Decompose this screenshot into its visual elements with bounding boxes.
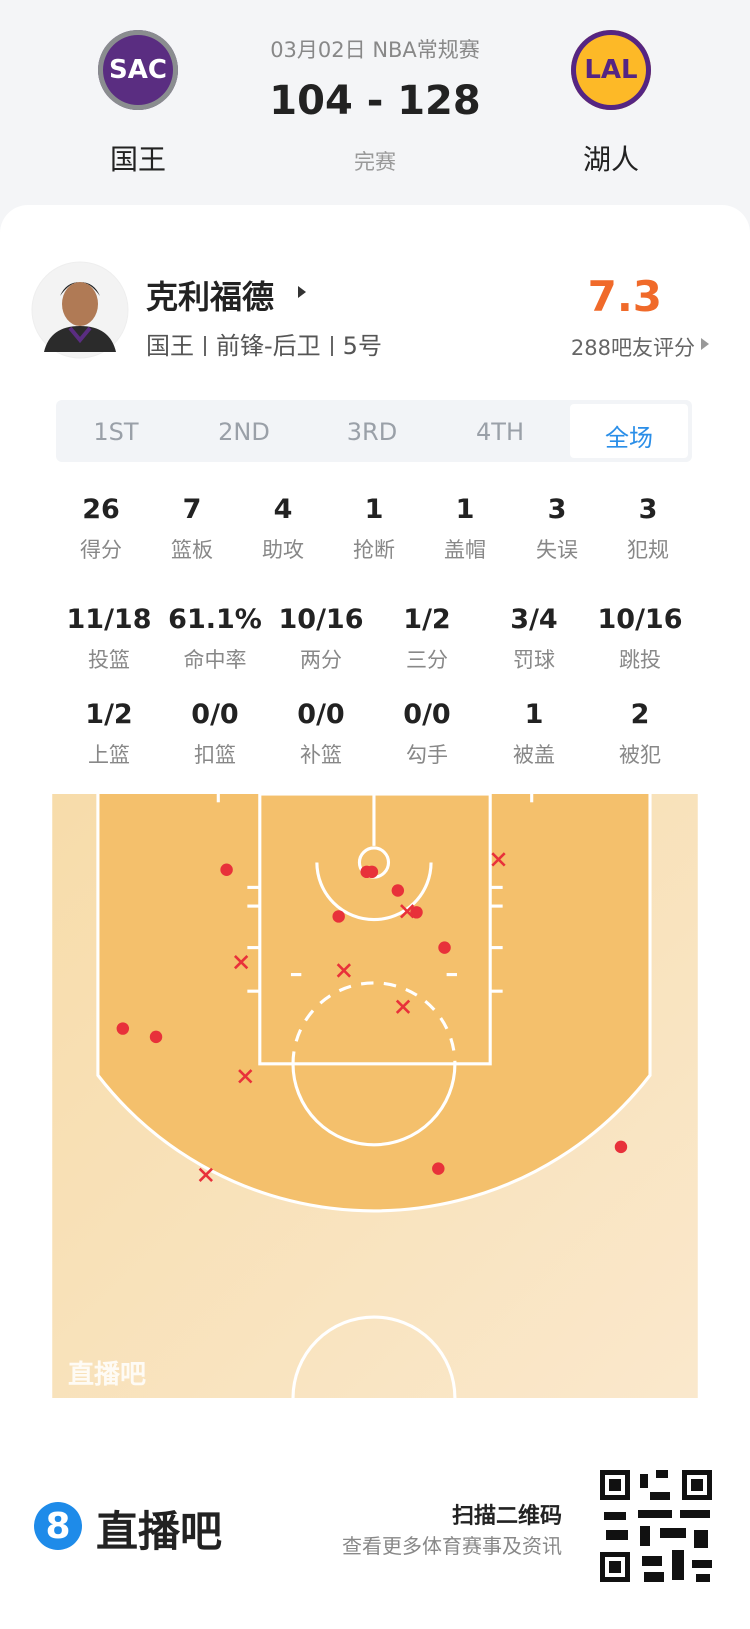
stat-label: 命中率	[183, 648, 247, 672]
stat-label: 勾手	[406, 743, 448, 767]
stat-label: 失误	[536, 538, 578, 562]
stat-label: 助攻	[262, 538, 304, 562]
stat-label: 投篮	[88, 648, 130, 672]
stat-label: 补篮	[300, 743, 342, 767]
stat-value: 1	[364, 494, 384, 525]
missed-shot	[198, 1167, 213, 1183]
rating-label[interactable]: 288吧友评分	[570, 336, 695, 360]
player-info: 国王 前锋-后卫 5号	[146, 326, 382, 361]
stat-value: 4	[273, 494, 293, 525]
missed-shot	[238, 1069, 253, 1084]
stat-value: 1	[455, 494, 475, 525]
rating: 7.3	[587, 272, 662, 321]
stat-label: 被盖	[513, 743, 555, 767]
stat-label: 犯规	[627, 538, 669, 562]
arrow-icon	[298, 286, 306, 298]
footer-logo: 8	[34, 1502, 82, 1550]
stat-value: 26	[82, 494, 120, 525]
watermark: 直播吧	[68, 1360, 147, 1390]
match-status: 完赛	[354, 150, 396, 174]
stat-label: 扣篮	[194, 743, 236, 767]
stat-label: 两分	[300, 648, 342, 672]
stat-value: 0/0	[403, 699, 451, 730]
stat-label: 上篮	[88, 743, 130, 767]
away-name: 湖人	[582, 143, 640, 176]
player-position: 前锋-后卫	[216, 332, 321, 360]
score: 104 - 128	[269, 78, 481, 124]
footer-brand: 直播吧	[96, 1507, 223, 1556]
stat-label: 得分	[80, 538, 122, 562]
missed-shot	[491, 852, 506, 867]
tab[interactable]: 1ST	[93, 418, 139, 446]
away-logo: LAL	[571, 30, 651, 110]
scan-text: 扫描二维码	[451, 1504, 562, 1529]
match-date: 03月02日 NBA常规赛	[270, 38, 480, 62]
stat-value: 10/16	[597, 604, 683, 635]
stat-value: 10/16	[278, 604, 364, 635]
missed-shot	[336, 963, 352, 978]
home-name: 国王	[109, 143, 167, 176]
tab[interactable]: 全场	[605, 424, 653, 452]
stat-value: 3	[547, 494, 567, 525]
stat-value: 1	[524, 699, 544, 730]
stat-label: 被犯	[619, 743, 661, 767]
stat-label: 罚球	[513, 648, 555, 672]
stat-value: 1/2	[403, 604, 451, 635]
stat-value: 3/4	[510, 604, 558, 635]
stat-value: 11/18	[66, 604, 152, 635]
qr-code	[600, 1470, 712, 1582]
missed-shot	[395, 999, 411, 1014]
avatar	[31, 261, 129, 359]
stat-label: 篮板	[171, 538, 213, 562]
stat-value: 2	[630, 699, 650, 730]
missed-shot	[400, 904, 415, 919]
tab[interactable]: 2ND	[218, 418, 270, 446]
stat-value: 1/2	[85, 699, 133, 730]
stat-value: 3	[638, 494, 658, 525]
stat-value: 0/0	[297, 699, 345, 730]
player-name[interactable]: 克利福德	[146, 278, 275, 316]
tab[interactable]: 3RD	[346, 418, 398, 446]
missed-shot	[233, 954, 249, 970]
stat-value: 0/0	[191, 699, 239, 730]
stat-label: 盖帽	[444, 538, 486, 562]
stat-label: 跳投	[619, 648, 661, 672]
stat-label: 抢断	[353, 538, 395, 562]
active-tab-bg	[570, 404, 688, 458]
stat-label: 三分	[406, 648, 448, 672]
stat-value: 61.1%	[168, 604, 262, 635]
player-number: 5号	[342, 332, 382, 360]
arrow-icon	[701, 338, 709, 350]
stat-value: 7	[182, 494, 202, 525]
shot-chart	[52, 794, 698, 1398]
tab[interactable]: 4TH	[476, 418, 524, 446]
footer-subtitle: 查看更多体育赛事及资讯	[342, 1534, 562, 1558]
player-team: 国王	[146, 332, 194, 360]
home-logo: SAC	[98, 30, 178, 110]
